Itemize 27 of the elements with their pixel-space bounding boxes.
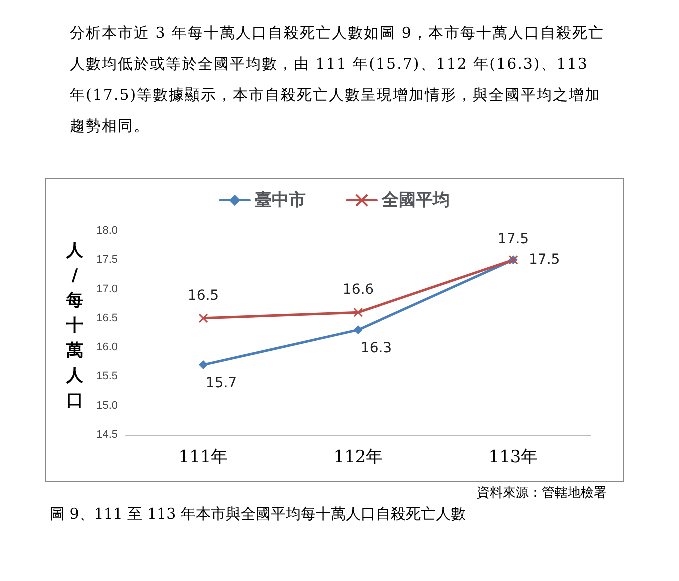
x-tick-label: 113年 xyxy=(488,448,538,468)
data-label: 15.7 xyxy=(206,376,238,392)
y-tick-label: 17.5 xyxy=(96,254,118,266)
data-label: 17.5 xyxy=(529,252,560,268)
point xyxy=(354,308,364,318)
point xyxy=(354,326,363,335)
data-label: 16.6 xyxy=(342,282,374,298)
text: 圖 9、111 至 113 年本市與全國平均每十萬人口自殺死亡人數 xyxy=(50,505,466,524)
y-tick-label: 18.0 xyxy=(96,225,118,237)
data-label: 16.5 xyxy=(188,288,220,304)
x-tick-label: 111年 xyxy=(178,448,228,468)
legend-label: 全國平均 xyxy=(381,190,450,210)
data-label: 16.3 xyxy=(360,340,392,357)
y-tick-label: 17.0 xyxy=(96,283,118,296)
x-tick-label: 112年 xyxy=(334,448,384,468)
y-tick-label: 16.5 xyxy=(96,312,118,324)
legend-label: 臺中市 xyxy=(255,190,306,210)
point xyxy=(199,360,208,370)
y-axis-title: 人/每十萬人口 xyxy=(65,240,84,413)
y-tick-label: 15.5 xyxy=(96,370,118,383)
text: 分析本市近 3 年每十萬人口自殺死亡人數如圖 9，本市每十萬人口自殺死亡人數均低於或等於全國平均數，由 111 年(15.7)、112 年(16.3)、113 年(17.5)等數據顯示，本市自殺死亡人數呈現增加情形，與全國平均之增加趨勢相同。 xyxy=(70,23,606,137)
point xyxy=(198,314,208,324)
data-label: 17.5 xyxy=(498,232,530,248)
source-note: 資料來源：管轄地檢署 xyxy=(477,485,607,502)
y-tick-label: 15.0 xyxy=(96,400,118,412)
y-tick-label: 16.0 xyxy=(96,342,118,354)
y-tick-label: 14.5 xyxy=(96,429,118,441)
